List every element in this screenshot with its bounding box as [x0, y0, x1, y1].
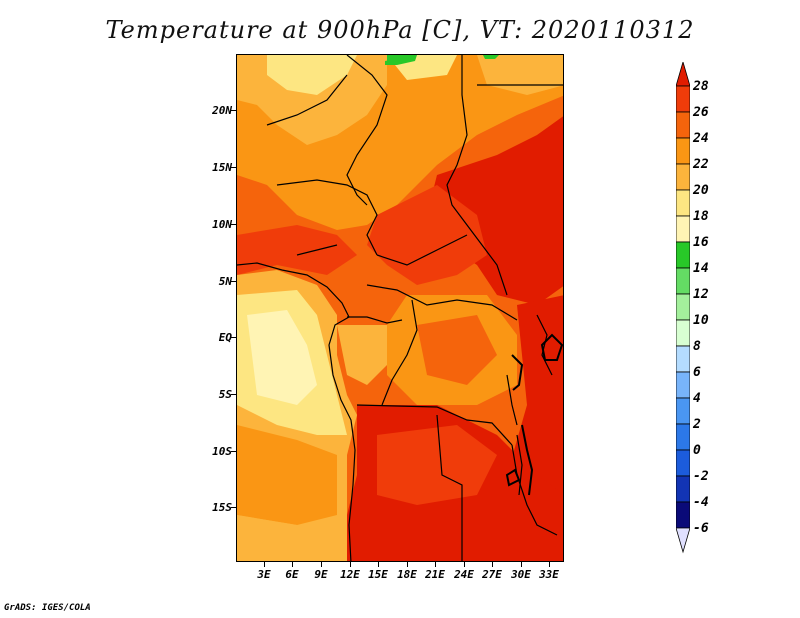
colorbar-label: -6 [693, 521, 709, 536]
colorbar-label: 20 [693, 183, 709, 198]
lon-label-15e: 15E [368, 568, 388, 581]
lon-label-21e: 21E [425, 568, 445, 581]
lon-label-9e: 9E [314, 568, 328, 581]
lon-label-33e: 33E [539, 568, 559, 581]
lat-label-15s: 15S [212, 501, 232, 514]
lon-tick [350, 562, 351, 567]
lon-tick [264, 562, 265, 567]
colorbar-label: 4 [693, 391, 701, 406]
colorbar-segment [676, 293, 690, 321]
colorbar-segment [676, 85, 690, 113]
temperature-map [236, 54, 564, 562]
lon-label-12e: 12E [340, 568, 360, 581]
colorbar-segment [676, 267, 690, 295]
lat-tick [231, 507, 236, 508]
map-title: Temperature at 900hPa [C], VT: 202011031… [105, 16, 695, 44]
lon-tick [321, 562, 322, 567]
colorbar-segment [676, 345, 690, 373]
lon-tick [378, 562, 379, 567]
lon-tick [464, 562, 465, 567]
lat-label-15n: 15N [212, 161, 232, 174]
colorbar-segment [676, 371, 690, 399]
lat-tick [231, 451, 236, 452]
colorbar-label: -4 [693, 495, 709, 510]
colorbar-segment [676, 423, 690, 451]
lon-label-27e: 27E [482, 568, 502, 581]
lon-tick [549, 562, 550, 567]
lon-tick [492, 562, 493, 567]
colorbar-label: 10 [693, 313, 709, 328]
colorbar-bottom-arrow [676, 527, 690, 554]
colorbar-label: 18 [693, 209, 709, 224]
colorbar-segment [676, 189, 690, 217]
lat-label-20n: 20N [212, 104, 232, 117]
lat-tick [231, 337, 236, 338]
colorbar-label: 26 [693, 105, 709, 120]
colorbar-top-arrow [676, 62, 690, 87]
colorbar-label: 24 [693, 131, 709, 146]
lon-tick [435, 562, 436, 567]
colorbar-segment [676, 319, 690, 347]
colorbar-segment [676, 397, 690, 425]
colorbar [676, 62, 690, 554]
colorbar-segment [676, 111, 690, 139]
lon-tick [292, 562, 293, 567]
colorbar-segment [676, 215, 690, 243]
lat-label-10n: 10N [212, 218, 232, 231]
colorbar-label: -2 [693, 469, 709, 484]
lon-tick [407, 562, 408, 567]
lon-label-3e: 3E [257, 568, 271, 581]
colorbar-label: 0 [693, 443, 701, 458]
lat-label-5s: 5S [218, 388, 232, 401]
lat-tick [231, 281, 236, 282]
lon-label-24e: 24E [454, 568, 474, 581]
lat-label-eq: EQ [218, 331, 232, 344]
colorbar-label: 6 [693, 365, 701, 380]
colorbar-segment [676, 137, 690, 165]
colorbar-label: 8 [693, 339, 701, 354]
colorbar-segment [676, 241, 690, 269]
lat-tick [231, 394, 236, 395]
colorbar-segment [676, 475, 690, 503]
colorbar-segment [676, 163, 690, 191]
lat-label-10s: 10S [212, 445, 232, 458]
lat-tick [231, 110, 236, 111]
colorbar-label: 28 [693, 79, 709, 94]
lat-tick [231, 224, 236, 225]
colorbar-segment [676, 501, 690, 529]
lon-label-30e: 30E [511, 568, 531, 581]
map-field [237, 55, 563, 561]
footer-credit: GrADS: IGES/COLA [4, 603, 91, 613]
colorbar-label: 22 [693, 157, 709, 172]
lon-label-6e: 6E [285, 568, 299, 581]
lat-label-5n: 5N [218, 275, 232, 288]
colorbar-label: 14 [693, 261, 709, 276]
lon-label-18e: 18E [397, 568, 417, 581]
colorbar-label: 16 [693, 235, 709, 250]
lon-tick [521, 562, 522, 567]
colorbar-label: 12 [693, 287, 709, 302]
colorbar-segment [676, 449, 690, 477]
colorbar-label: 2 [693, 417, 701, 432]
lat-tick [231, 167, 236, 168]
